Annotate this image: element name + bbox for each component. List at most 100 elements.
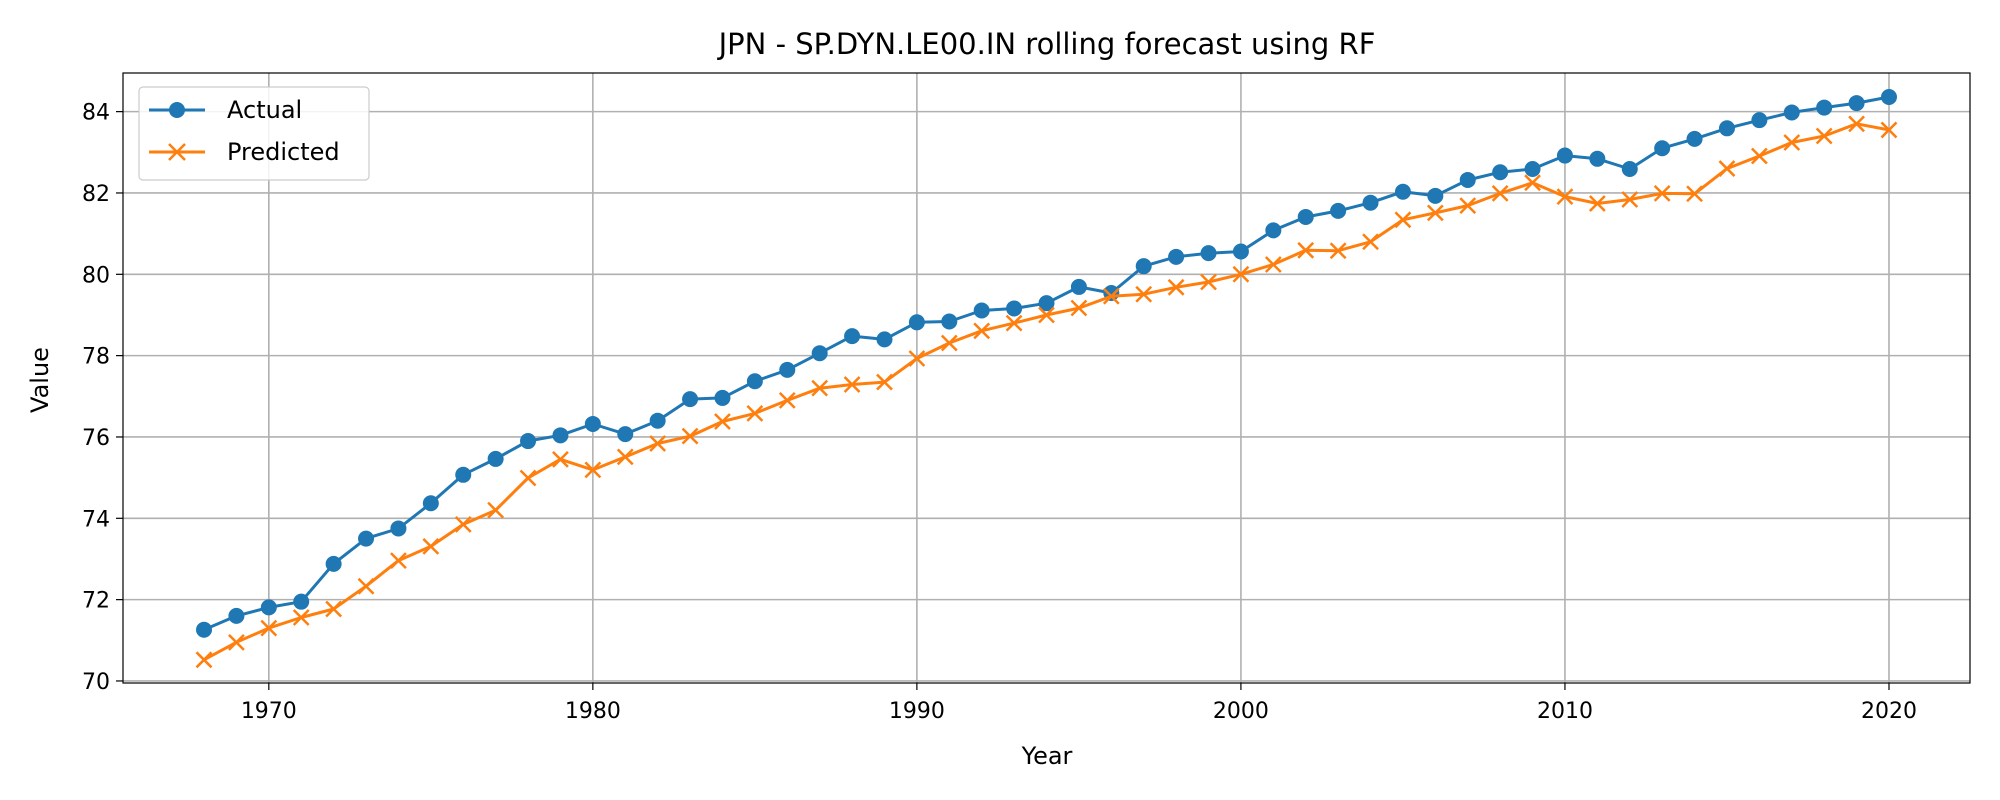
plot-frame xyxy=(122,72,1971,684)
y-tick-label: 70 xyxy=(82,670,110,695)
y-tick-label: 76 xyxy=(82,426,110,451)
data-point-actual xyxy=(228,607,245,624)
data-point-actual xyxy=(455,466,472,483)
data-point-predicted xyxy=(422,537,440,555)
y-tick-label: 82 xyxy=(82,182,110,207)
data-point-actual xyxy=(714,389,731,406)
y-tick-label: 78 xyxy=(82,345,110,370)
data-point-predicted xyxy=(357,577,375,595)
data-point-predicted xyxy=(1783,134,1801,151)
data-point-actual xyxy=(1135,258,1152,275)
data-point-predicted xyxy=(1232,265,1250,283)
data-point-predicted xyxy=(1362,233,1379,251)
data-point-predicted xyxy=(811,379,829,397)
y-tick-label: 84 xyxy=(82,101,110,126)
x-tick-label: 2010 xyxy=(1537,699,1593,724)
data-point-actual xyxy=(1265,222,1282,239)
x-tick-label: 2000 xyxy=(1213,699,1269,724)
data-point-actual xyxy=(1751,112,1768,129)
data-point-actual xyxy=(908,314,925,331)
data-point-predicted xyxy=(908,350,926,367)
data-point-predicted xyxy=(552,450,569,468)
data-point-predicted xyxy=(1297,241,1315,259)
data-point-actual xyxy=(1589,150,1606,167)
data-point-predicted xyxy=(1070,299,1088,317)
data-point-actual xyxy=(1816,99,1833,116)
chart-title: JPN - SP.DYN.LE00.IN rolling forecast us… xyxy=(717,27,1376,61)
y-tick-label: 72 xyxy=(82,589,110,614)
data-point-predicted xyxy=(1426,204,1444,222)
data-point-predicted xyxy=(1556,188,1574,206)
data-point-actual xyxy=(811,345,828,362)
data-point-actual xyxy=(552,427,569,444)
y-axis-label: Value xyxy=(26,347,54,413)
series-actual xyxy=(196,88,1897,638)
data-point-predicted xyxy=(1167,278,1185,296)
data-point-actual xyxy=(1654,140,1671,157)
x-tick-label: 1980 xyxy=(565,699,621,724)
data-point-actual xyxy=(196,621,213,638)
data-point-actual xyxy=(844,328,861,345)
data-point-predicted xyxy=(1718,160,1736,177)
data-point-predicted xyxy=(292,609,310,626)
data-point-predicted xyxy=(584,461,602,479)
y-axis: 70 72 74 76 78 80 82 84 xyxy=(82,101,123,695)
x-tick-label: 1990 xyxy=(889,699,945,724)
data-point-actual xyxy=(1006,300,1023,317)
data-point-actual xyxy=(746,373,763,390)
data-point-actual xyxy=(1070,278,1087,295)
data-point-predicted xyxy=(876,373,893,391)
grid-lines xyxy=(123,73,1970,683)
data-point-predicted xyxy=(973,322,991,340)
data-point-actual xyxy=(1362,194,1379,211)
data-point-actual xyxy=(260,599,277,616)
x-tick-label: 1970 xyxy=(241,699,297,724)
data-point-actual xyxy=(358,530,375,547)
data-point-predicted xyxy=(649,435,667,452)
data-point-actual xyxy=(422,495,439,512)
x-axis: 1970 1980 1990 2000 2010 2020 xyxy=(241,683,1917,724)
data-point-actual xyxy=(1621,160,1638,177)
data-point-predicted xyxy=(454,516,472,533)
data-point-predicted xyxy=(778,391,796,409)
data-point-actual xyxy=(1556,147,1573,164)
data-point-predicted xyxy=(616,448,634,466)
legend-marker-actual xyxy=(169,102,185,118)
data-point-actual xyxy=(1297,208,1314,225)
data-point-predicted xyxy=(1200,273,1217,291)
legend-label-actual: Actual xyxy=(227,96,302,124)
data-point-predicted xyxy=(1815,127,1833,145)
data-point-actual xyxy=(1783,104,1800,121)
data-point-predicted xyxy=(681,427,699,445)
data-point-actual xyxy=(682,391,699,408)
data-point-predicted xyxy=(519,469,537,487)
data-point-predicted xyxy=(487,501,505,519)
x-tick-label: 2020 xyxy=(1861,699,1917,724)
data-point-actual xyxy=(1848,95,1865,112)
y-tick-label: 74 xyxy=(82,507,110,532)
data-point-predicted xyxy=(1524,174,1541,192)
data-point-predicted xyxy=(1102,287,1120,305)
x-axis-label: Year xyxy=(1021,742,1073,770)
data-point-actual xyxy=(1427,187,1444,204)
data-point-predicted xyxy=(1394,211,1412,229)
legend-marker-predicted xyxy=(168,143,186,161)
data-point-predicted xyxy=(1653,184,1671,202)
data-point-predicted xyxy=(714,413,731,430)
data-point-predicted xyxy=(1459,197,1477,214)
data-point-predicted xyxy=(260,619,278,637)
y-tick-label: 80 xyxy=(82,263,110,288)
data-point-predicted xyxy=(1135,285,1153,303)
data-point-actual xyxy=(1718,120,1735,137)
data-point-actual xyxy=(1200,245,1217,262)
data-point-predicted xyxy=(1491,184,1509,202)
data-point-predicted xyxy=(746,404,764,422)
legend: Actual Predicted xyxy=(138,86,370,181)
series-layer xyxy=(195,88,1898,669)
data-point-actual xyxy=(584,415,601,432)
data-point-predicted xyxy=(1621,191,1639,208)
data-point-predicted xyxy=(1005,314,1023,332)
data-point-predicted xyxy=(1588,195,1606,212)
data-point-actual xyxy=(973,302,990,319)
data-point-actual xyxy=(1330,202,1347,219)
